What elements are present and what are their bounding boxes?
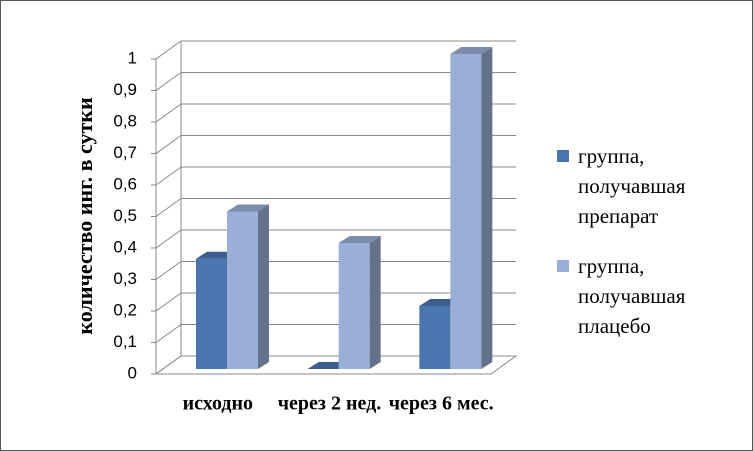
- y-tick-label: 0,7: [113, 143, 137, 162]
- bar-top: [227, 204, 269, 212]
- grid-diagonal: [155, 166, 182, 186]
- bar: [196, 258, 227, 369]
- y-tick-label: 0,8: [113, 111, 137, 130]
- grid-diagonal: [155, 229, 182, 249]
- legend-label: группа, получавшая плацебо: [578, 254, 686, 338]
- y-tick-label: 0,3: [113, 269, 137, 288]
- y-axis-label: количество инг. в сутки: [72, 97, 97, 335]
- bar: [450, 54, 482, 369]
- x-tick-label: через 6 мес.: [389, 393, 494, 415]
- legend-label: группа, получавшая препарат: [578, 144, 686, 228]
- y-tick-label: 0,1: [113, 332, 137, 351]
- grid-diagonal: [155, 324, 182, 343]
- grid-diagonal: [155, 261, 182, 280]
- x-tick-label: через 2 нед.: [278, 393, 381, 415]
- bar-side: [481, 47, 493, 369]
- legend-swatch: [557, 260, 569, 272]
- legend-entry: группа, получавшая плацебо: [557, 251, 737, 341]
- y-tick-label: 0,6: [113, 174, 137, 193]
- legend-entry: группа, получавшая препарат: [557, 141, 737, 231]
- bar-top: [450, 47, 493, 54]
- y-tick-label: 0,5: [113, 206, 137, 225]
- grid-diagonal: [155, 72, 182, 91]
- grid-diagonal: [155, 40, 182, 60]
- grid-diagonal: [155, 292, 182, 312]
- y-tick-label: 0,9: [113, 80, 137, 99]
- x-tick-label: исходно: [183, 393, 253, 415]
- bar: [227, 211, 258, 369]
- bar: [338, 243, 370, 369]
- grid-diagonal: [155, 135, 182, 154]
- bar-side: [369, 236, 381, 369]
- bar-top: [338, 236, 381, 243]
- y-tick-label: 0,4: [113, 237, 137, 256]
- grid-diagonal: [155, 103, 182, 123]
- y-tick-label: 1: [128, 48, 137, 67]
- legend-swatch: [557, 150, 569, 162]
- bar-side: [258, 204, 269, 369]
- grid-diagonal: [155, 198, 182, 217]
- y-tick-label: 0,2: [113, 300, 137, 319]
- grid-diagonal: [155, 355, 182, 375]
- y-tick-label: 0: [128, 363, 137, 382]
- bar: [419, 306, 451, 369]
